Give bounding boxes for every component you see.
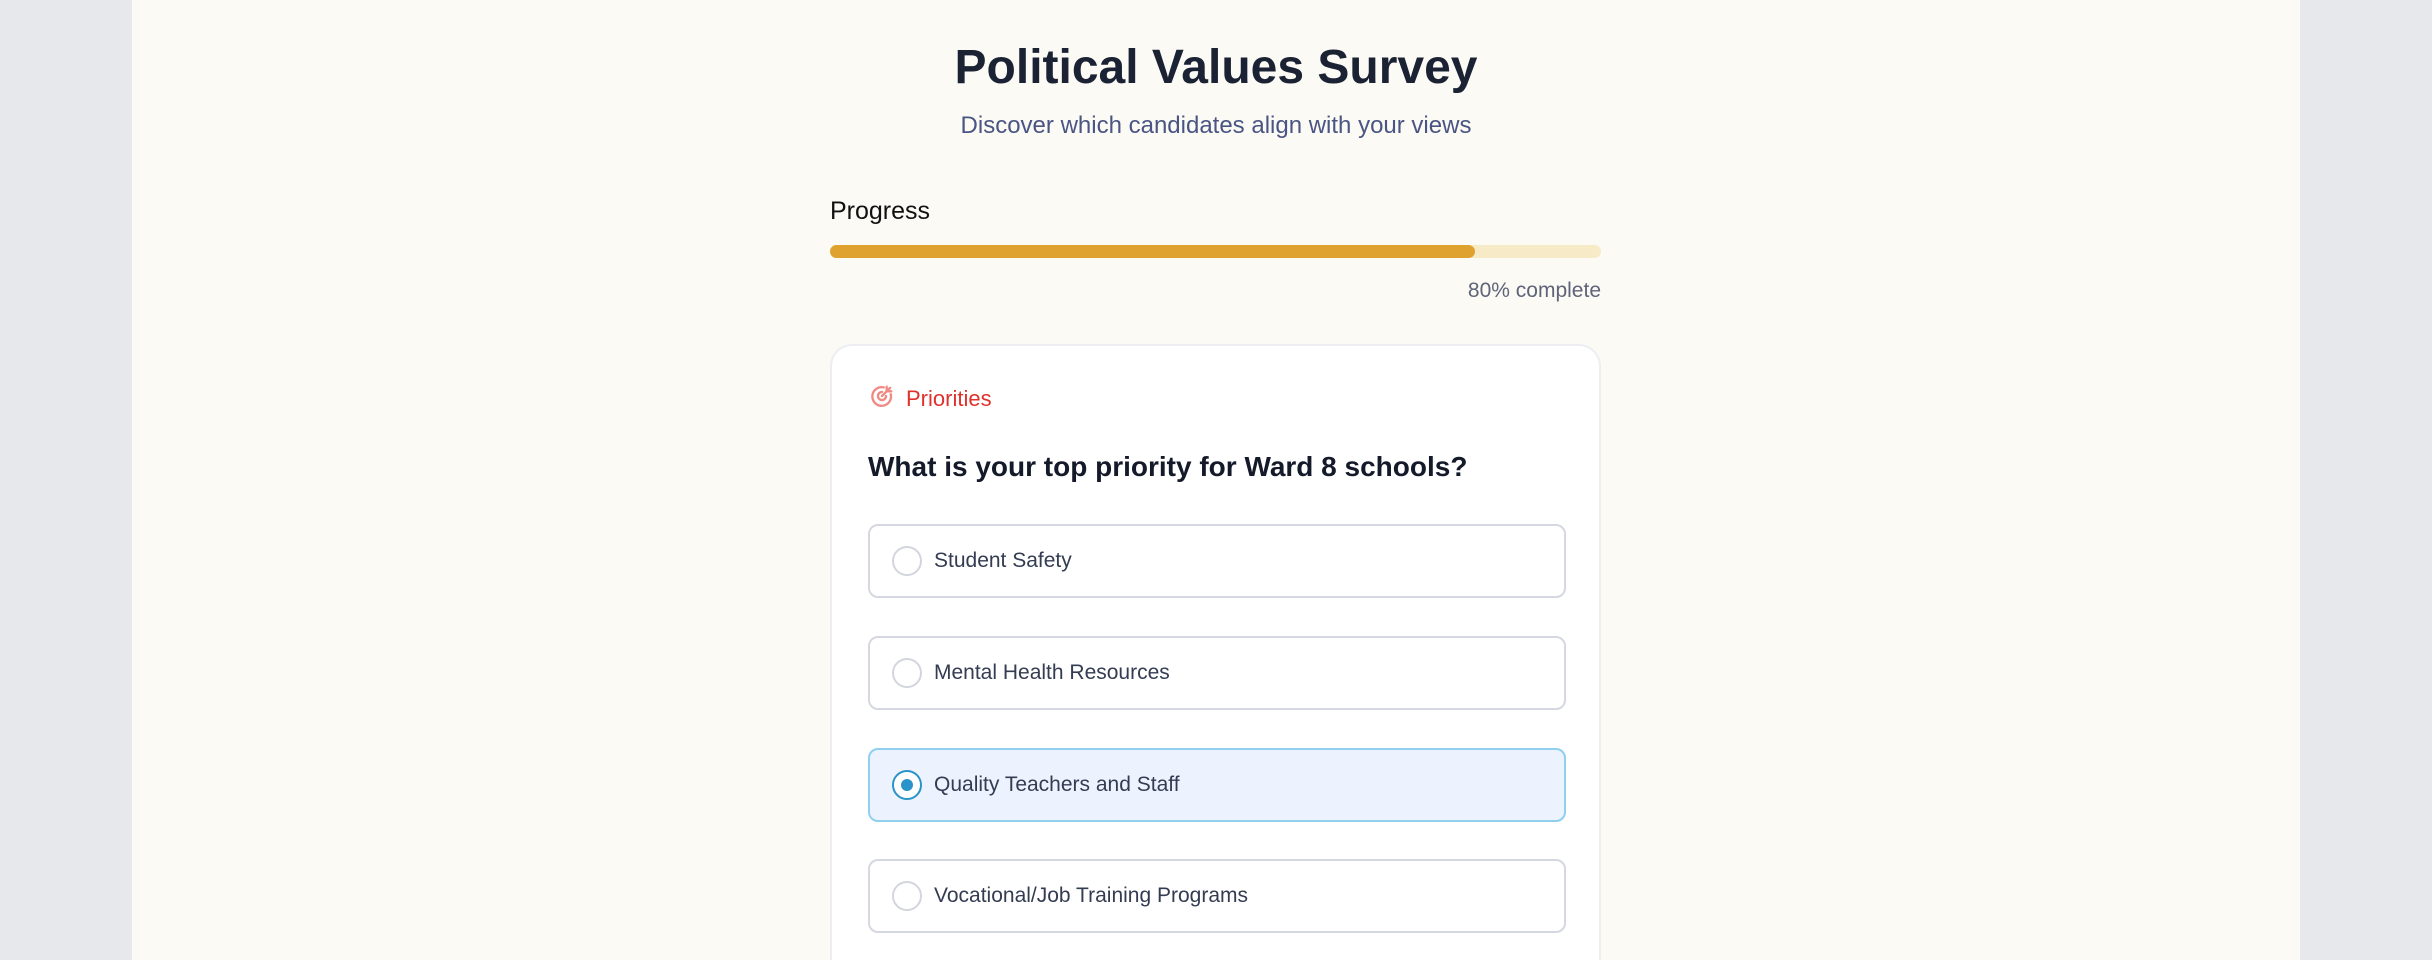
option-label: Mental Health Resources (934, 661, 1170, 684)
progress-fill (830, 245, 1475, 258)
question-card: Priorities What is your top priority for… (830, 344, 1601, 960)
option-label: Vocational/Job Training Programs (934, 884, 1249, 907)
page-subtitle: Discover which candidates align with you… (960, 112, 1472, 139)
option-vocational-training[interactable]: Vocational/Job Training Programs (868, 859, 1566, 933)
option-quality-teachers[interactable]: Quality Teachers and Staff (868, 748, 1566, 822)
progress-label: Progress (830, 197, 931, 225)
option-label: Student Safety (934, 549, 1072, 572)
question-text: What is your top priority for Ward 8 sch… (868, 451, 1468, 482)
option-student-safety[interactable]: Student Safety (868, 524, 1566, 598)
progress-bar (830, 245, 1601, 258)
category-label: Priorities (868, 382, 992, 416)
radio-button[interactable] (892, 546, 922, 576)
option-label: Quality Teachers and Staff (934, 773, 1180, 796)
progress-text: 80% complete (1467, 279, 1601, 302)
option-mental-health-resources[interactable]: Mental Health Resources (868, 636, 1566, 710)
page-title: Political Values Survey (954, 41, 1478, 94)
target-icon (868, 382, 896, 416)
radio-button[interactable] (892, 881, 922, 911)
radio-button[interactable] (892, 658, 922, 688)
radio-button-selected[interactable] (892, 770, 922, 800)
category-text: Priorities (906, 386, 992, 411)
